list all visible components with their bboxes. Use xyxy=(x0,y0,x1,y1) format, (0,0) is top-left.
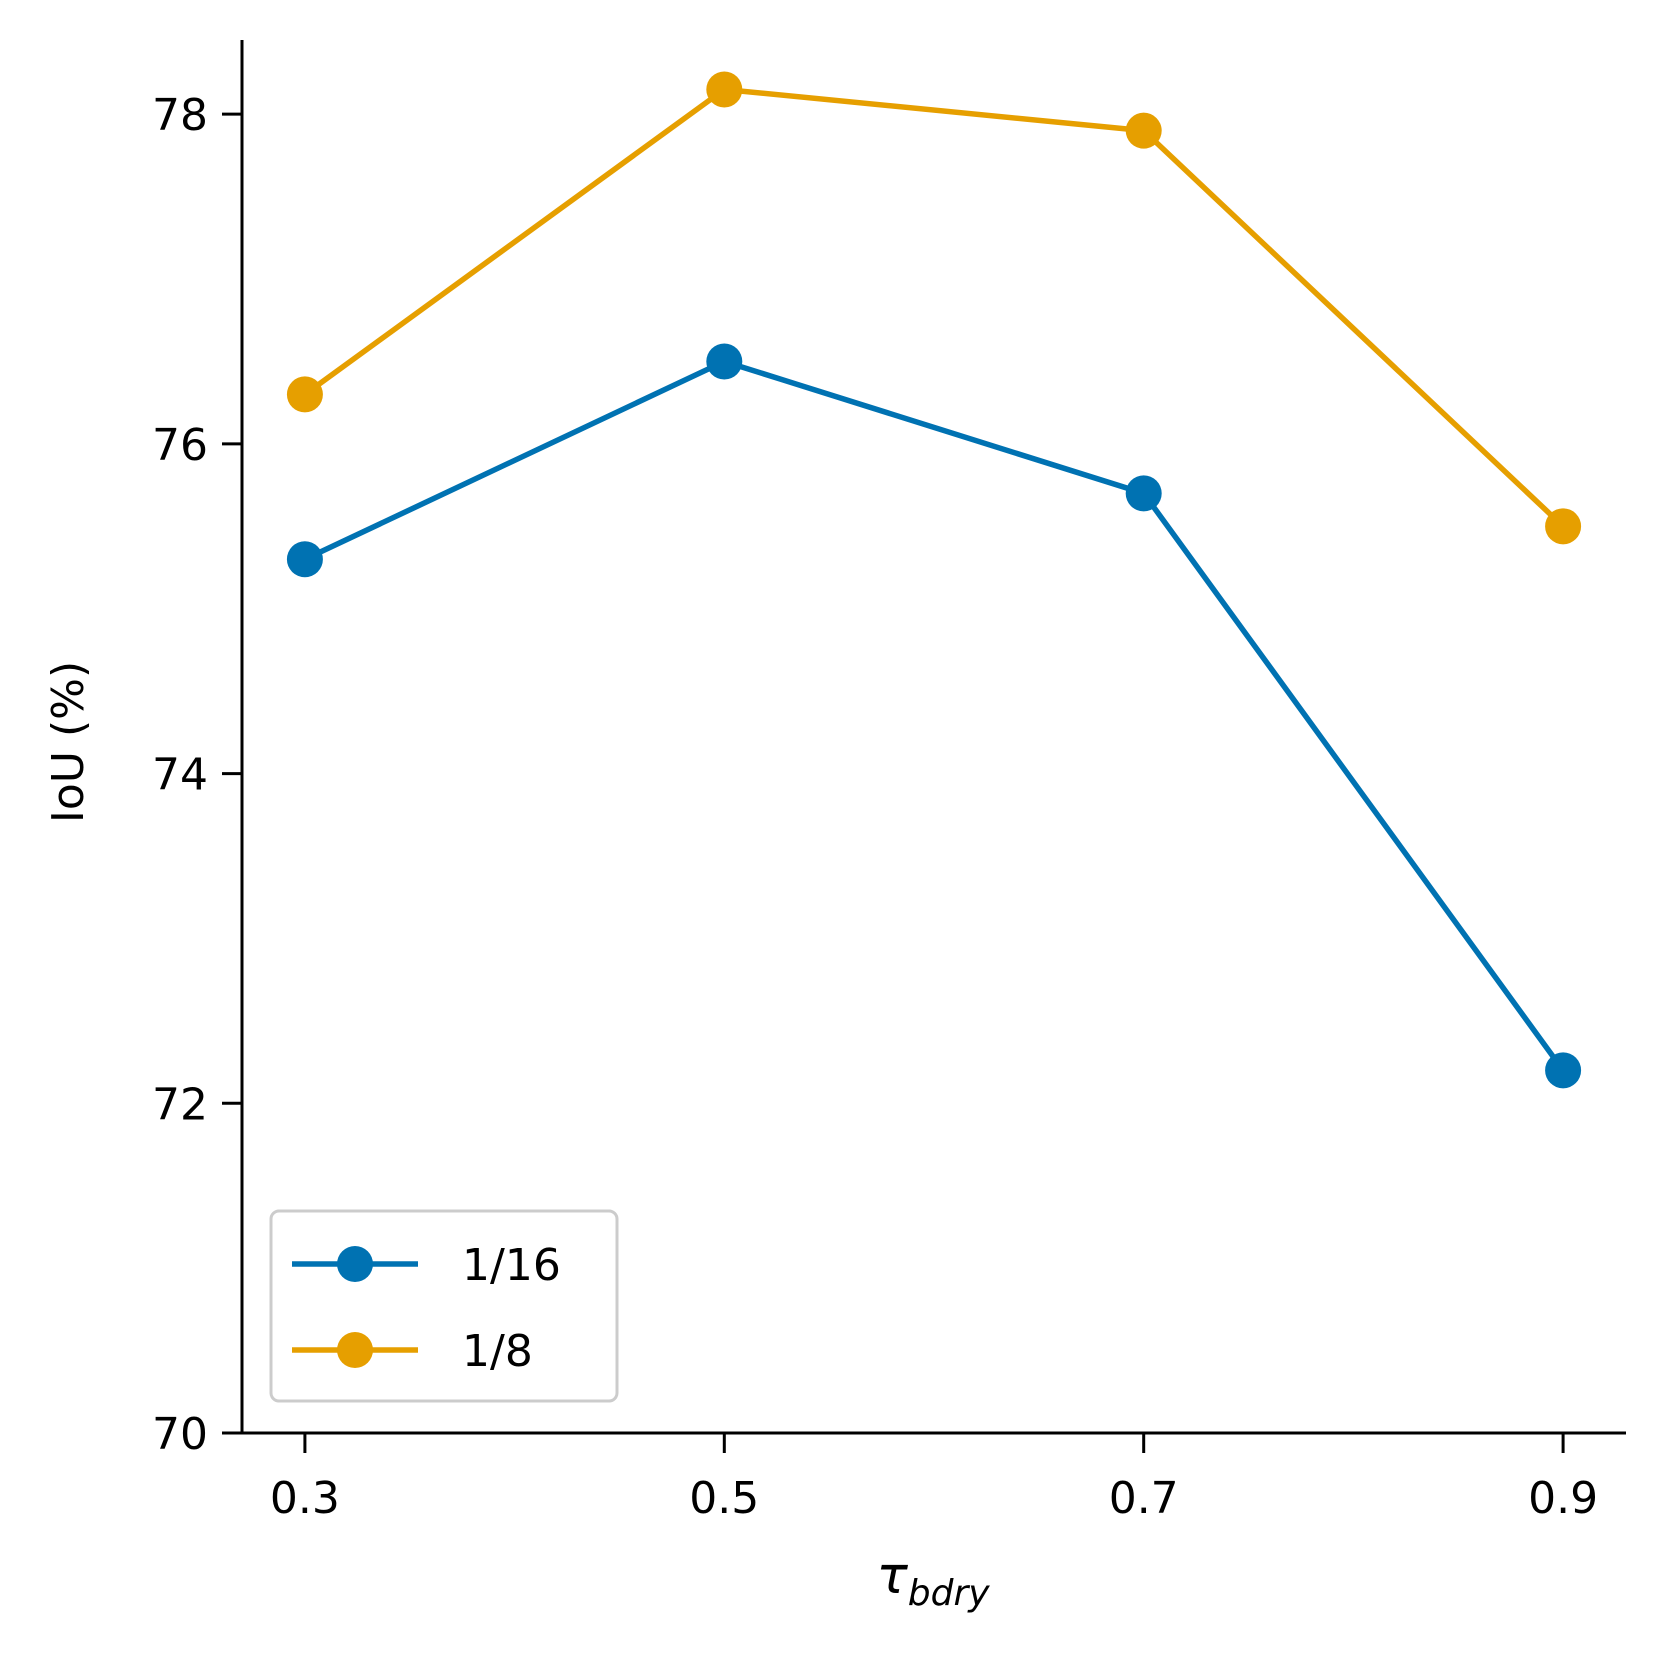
data-point xyxy=(286,376,323,413)
series-1 xyxy=(286,343,1582,1089)
legend-marker xyxy=(337,1246,373,1282)
y-axis-label: IoU (%) xyxy=(43,661,94,823)
data-point xyxy=(1125,112,1162,149)
axes xyxy=(240,40,1626,1435)
x-axis-label-symbol: τ xyxy=(876,1546,908,1606)
legend-item: 1/8 xyxy=(292,1326,533,1377)
legend-marker xyxy=(337,1332,373,1368)
series-line xyxy=(303,86,1565,529)
legend-label: 1/8 xyxy=(462,1326,533,1377)
series-line xyxy=(303,358,1566,1072)
data-point xyxy=(706,71,743,108)
x-ticks: 0.3 0.5 0.7 0.9 xyxy=(270,1433,1598,1524)
data-point xyxy=(1545,508,1582,545)
legend-item: 1/16 xyxy=(292,1240,561,1291)
data-point xyxy=(1125,475,1162,512)
legend-frame xyxy=(269,1209,619,1403)
data-point xyxy=(1545,1052,1582,1089)
legend-label: 1/16 xyxy=(462,1240,561,1291)
y-tick-label: 78 xyxy=(152,90,208,141)
y-ticks: 70 72 74 76 78 xyxy=(152,90,242,1460)
x-tick-label: 0.9 xyxy=(1528,1473,1598,1524)
data-point xyxy=(286,541,323,578)
x-tick-label: 0.7 xyxy=(1109,1473,1179,1524)
x-tick-label: 0.5 xyxy=(689,1473,759,1524)
y-tick-label: 76 xyxy=(152,420,208,471)
x-tick-label: 0.3 xyxy=(270,1473,340,1524)
series-layer xyxy=(286,71,1582,1089)
x-axis-label: τbdry xyxy=(876,1546,990,1614)
legend: 1/16 1/8 xyxy=(269,1209,619,1403)
data-point xyxy=(706,343,743,380)
series-2 xyxy=(286,71,1582,545)
y-tick-label: 70 xyxy=(152,1409,208,1460)
y-tick-label: 74 xyxy=(152,750,208,801)
x-axis-label-subscript: bdry xyxy=(908,1573,991,1614)
y-tick-label: 72 xyxy=(152,1079,208,1130)
